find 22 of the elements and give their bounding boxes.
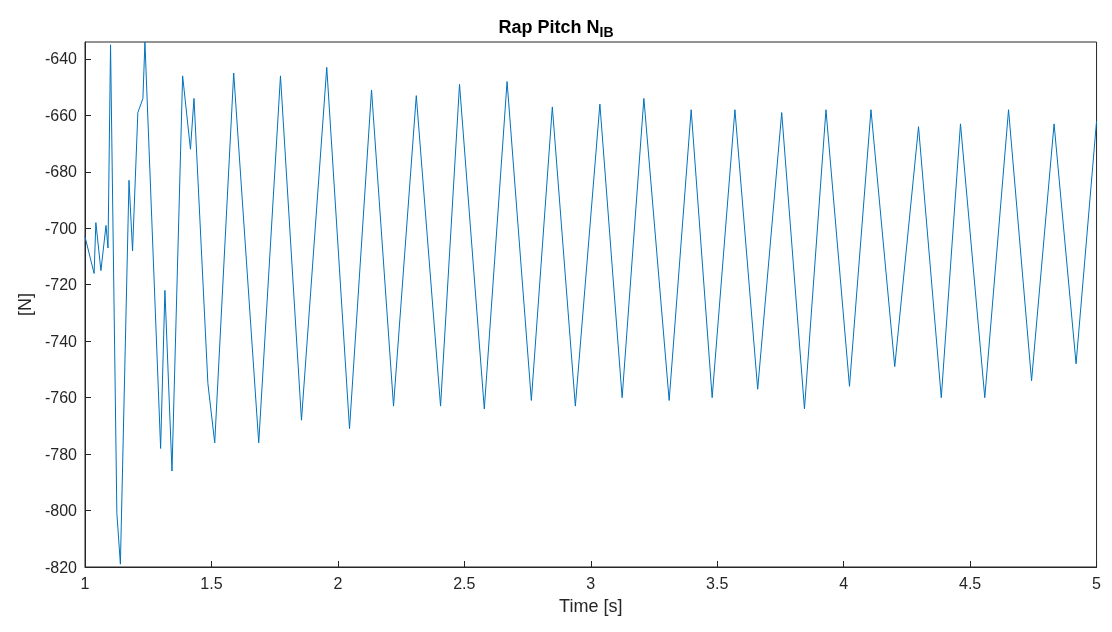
x-tick-label: 1 [80,574,90,592]
x-tick-label: 4.5 [958,574,982,592]
x-tick-label: 1.5 [200,574,223,592]
y-tick-label: -820 [44,558,78,576]
x-tick-label: 5 [1092,574,1102,592]
y-tick-label: -720 [44,276,78,294]
y-tick-label: -680 [44,163,78,181]
y-tick-label: -660 [44,106,78,124]
y-axis-title: [N] [15,292,36,317]
x-axis-title: Time [s] [559,596,623,616]
y-tick-label: -780 [44,445,78,463]
y-tick-label: -740 [44,332,78,350]
x-tick-label: 2.5 [453,574,476,592]
y-tick-label: -700 [44,219,78,237]
x-tick-label: 3 [586,574,596,592]
x-tick-label: 3.5 [706,574,729,592]
x-tick-label: 2 [333,574,343,592]
y-tick-label: -640 [44,50,78,68]
y-tick-label: -800 [44,502,78,520]
x-tick-label: 4 [839,574,849,592]
y-tick-label: -760 [44,389,78,407]
line-series [84,41,1098,565]
